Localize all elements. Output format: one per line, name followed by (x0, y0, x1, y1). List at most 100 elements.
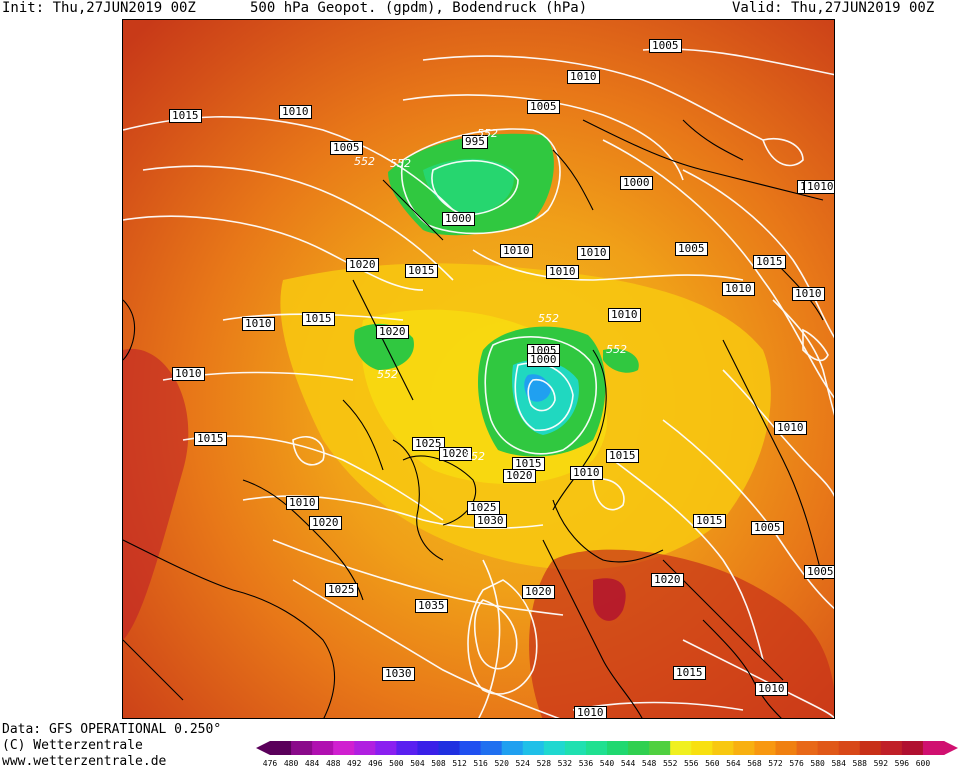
coastlines (123, 119, 824, 718)
isobar-label: 1005 (804, 565, 834, 579)
isobar-label: 1015 (169, 109, 202, 123)
isobar-label: 1020 (439, 447, 472, 461)
geopotential-label: 552 (390, 157, 411, 170)
colorbar-tick-label: 564 (726, 759, 741, 768)
geopotential-label: 552 (464, 450, 485, 463)
isobar-label: 1030 (382, 667, 415, 681)
geopotential-label: 552 (377, 368, 398, 381)
colorbar-tick-label: 584 (831, 759, 846, 768)
isobar-label: 1015 (673, 666, 706, 680)
colorbar-swatch (838, 741, 861, 755)
isobar-label: 1020 (503, 469, 536, 483)
colorbar-swatch (670, 741, 692, 755)
colorbar-swatch (585, 741, 608, 755)
colorbar-tick-label: 492 (347, 759, 362, 768)
colorbar-swatch (375, 741, 397, 755)
isobar-label: 1020 (651, 573, 684, 587)
isobar-label: 1035 (415, 599, 448, 613)
colorbar-swatch (628, 741, 650, 755)
colorbar-tick-label: 508 (431, 759, 446, 768)
colorbar-tick-label: 580 (810, 759, 825, 768)
colorbar-swatch (607, 741, 629, 755)
isobar-label: 1020 (376, 325, 409, 339)
isobar-label: 1000 (620, 176, 653, 190)
isobar-label: 1010 (567, 70, 600, 84)
valid-time-label: Valid: Thu,27JUN2019 00Z (732, 0, 935, 16)
isobar-label: 1020 (522, 585, 555, 599)
geopotential-label: 552 (606, 343, 627, 356)
colorbar-swatch (543, 741, 566, 755)
isobar-label: 1025 (412, 437, 445, 451)
isobar-label: 1015 (405, 264, 438, 278)
isobar-label: 1010 (774, 421, 807, 435)
green-low-north-core (423, 158, 514, 215)
map-title: 500 hPa Geopot. (gpdm), Bodendruck (hPa) (250, 0, 588, 16)
colorbar-tick-label: 552 (662, 759, 678, 768)
colorbar-swatch (754, 741, 776, 755)
isobar-label: 1010 (755, 682, 788, 696)
colorbar-tick-label: 480 (283, 759, 299, 768)
colorbar-swatch (438, 741, 461, 755)
colorbar-swatch (333, 741, 355, 755)
colorbar-swatch (880, 741, 903, 755)
isobar-label: 1025 (467, 501, 500, 515)
isobar-label: 1025 (325, 583, 358, 597)
data-source-label: Data: GFS OPERATIONAL 0.250° (2, 722, 222, 737)
colorbar-tick-label: 596 (894, 759, 910, 768)
colorbar-tick-label: 520 (494, 759, 509, 768)
geopotential-label: 552 (538, 312, 559, 325)
isobar-label: 995 (462, 135, 488, 149)
colorbar-tick-label: 476 (262, 759, 278, 768)
init-time-label: Init: Thu,27JUN2019 00Z (2, 0, 196, 16)
isobar-label: 1010 (608, 308, 641, 322)
colorbar-tick-label: 504 (410, 759, 425, 768)
colorbar-arrow-left (256, 741, 270, 755)
colorbar-swatch (922, 741, 945, 755)
green-low-east (603, 348, 639, 373)
weather-map (123, 20, 834, 718)
isobar-label: 1020 (346, 258, 379, 272)
isobar-label: 1005 (527, 100, 560, 114)
isobar-label: 1005 (649, 39, 682, 53)
isobar-label: 1010 (722, 282, 755, 296)
isobar-label: 1010 (242, 317, 275, 331)
isobar-label: 1015 (753, 255, 786, 269)
colorbar-swatch (817, 741, 840, 755)
isobar-label: 1010 (577, 246, 610, 260)
isobar-label: 1030 (474, 514, 507, 528)
colorbar-swatch (564, 741, 587, 755)
colorbar-swatch (480, 741, 503, 755)
colorbar-swatch (859, 741, 882, 755)
colorbar-swatch (417, 741, 439, 755)
colorbar-tick-label: 484 (304, 759, 320, 768)
isobar-label: 1010 (279, 105, 312, 119)
colorbar-swatch (270, 741, 292, 755)
isobar-label: 1020 (309, 516, 342, 530)
colorbar-tick-label: 544 (620, 759, 636, 768)
colorbar-swatch (691, 741, 713, 755)
colorbar-tick-label: 540 (599, 759, 615, 768)
isobar-label: 1015 (194, 432, 227, 446)
isobar-label: 1005 (675, 242, 708, 256)
isobar-label: 1015 (302, 312, 335, 326)
colorbar-tick-label: 516 (473, 759, 488, 768)
colorbar-tick-label: 536 (578, 759, 594, 768)
colorbar-tick-label: 532 (557, 759, 573, 768)
colorbar-swatch (312, 741, 334, 755)
colorbar-swatch (649, 741, 671, 755)
colorbar-swatch (522, 741, 545, 755)
isobar-label: 1015 (512, 457, 545, 471)
isobar-label: 1005 (330, 141, 363, 155)
colorbar-tick-label: 524 (515, 759, 530, 768)
colorbar-tick-label: 560 (705, 759, 720, 768)
website-label: www.wetterzentrale.de (2, 754, 167, 769)
isobar-label: 1015 (693, 514, 726, 528)
isobar-label: 1010 (500, 244, 533, 258)
isobar-label: 1010 (804, 180, 834, 194)
colorbar-swatch (396, 741, 418, 755)
colorbar-swatch (712, 741, 734, 755)
colorbar-tick-label: 500 (389, 759, 404, 768)
colorbar-swatch (733, 741, 755, 755)
colorbar-tick-label: 592 (873, 759, 889, 768)
geopotential-high-zone-west (123, 348, 189, 640)
